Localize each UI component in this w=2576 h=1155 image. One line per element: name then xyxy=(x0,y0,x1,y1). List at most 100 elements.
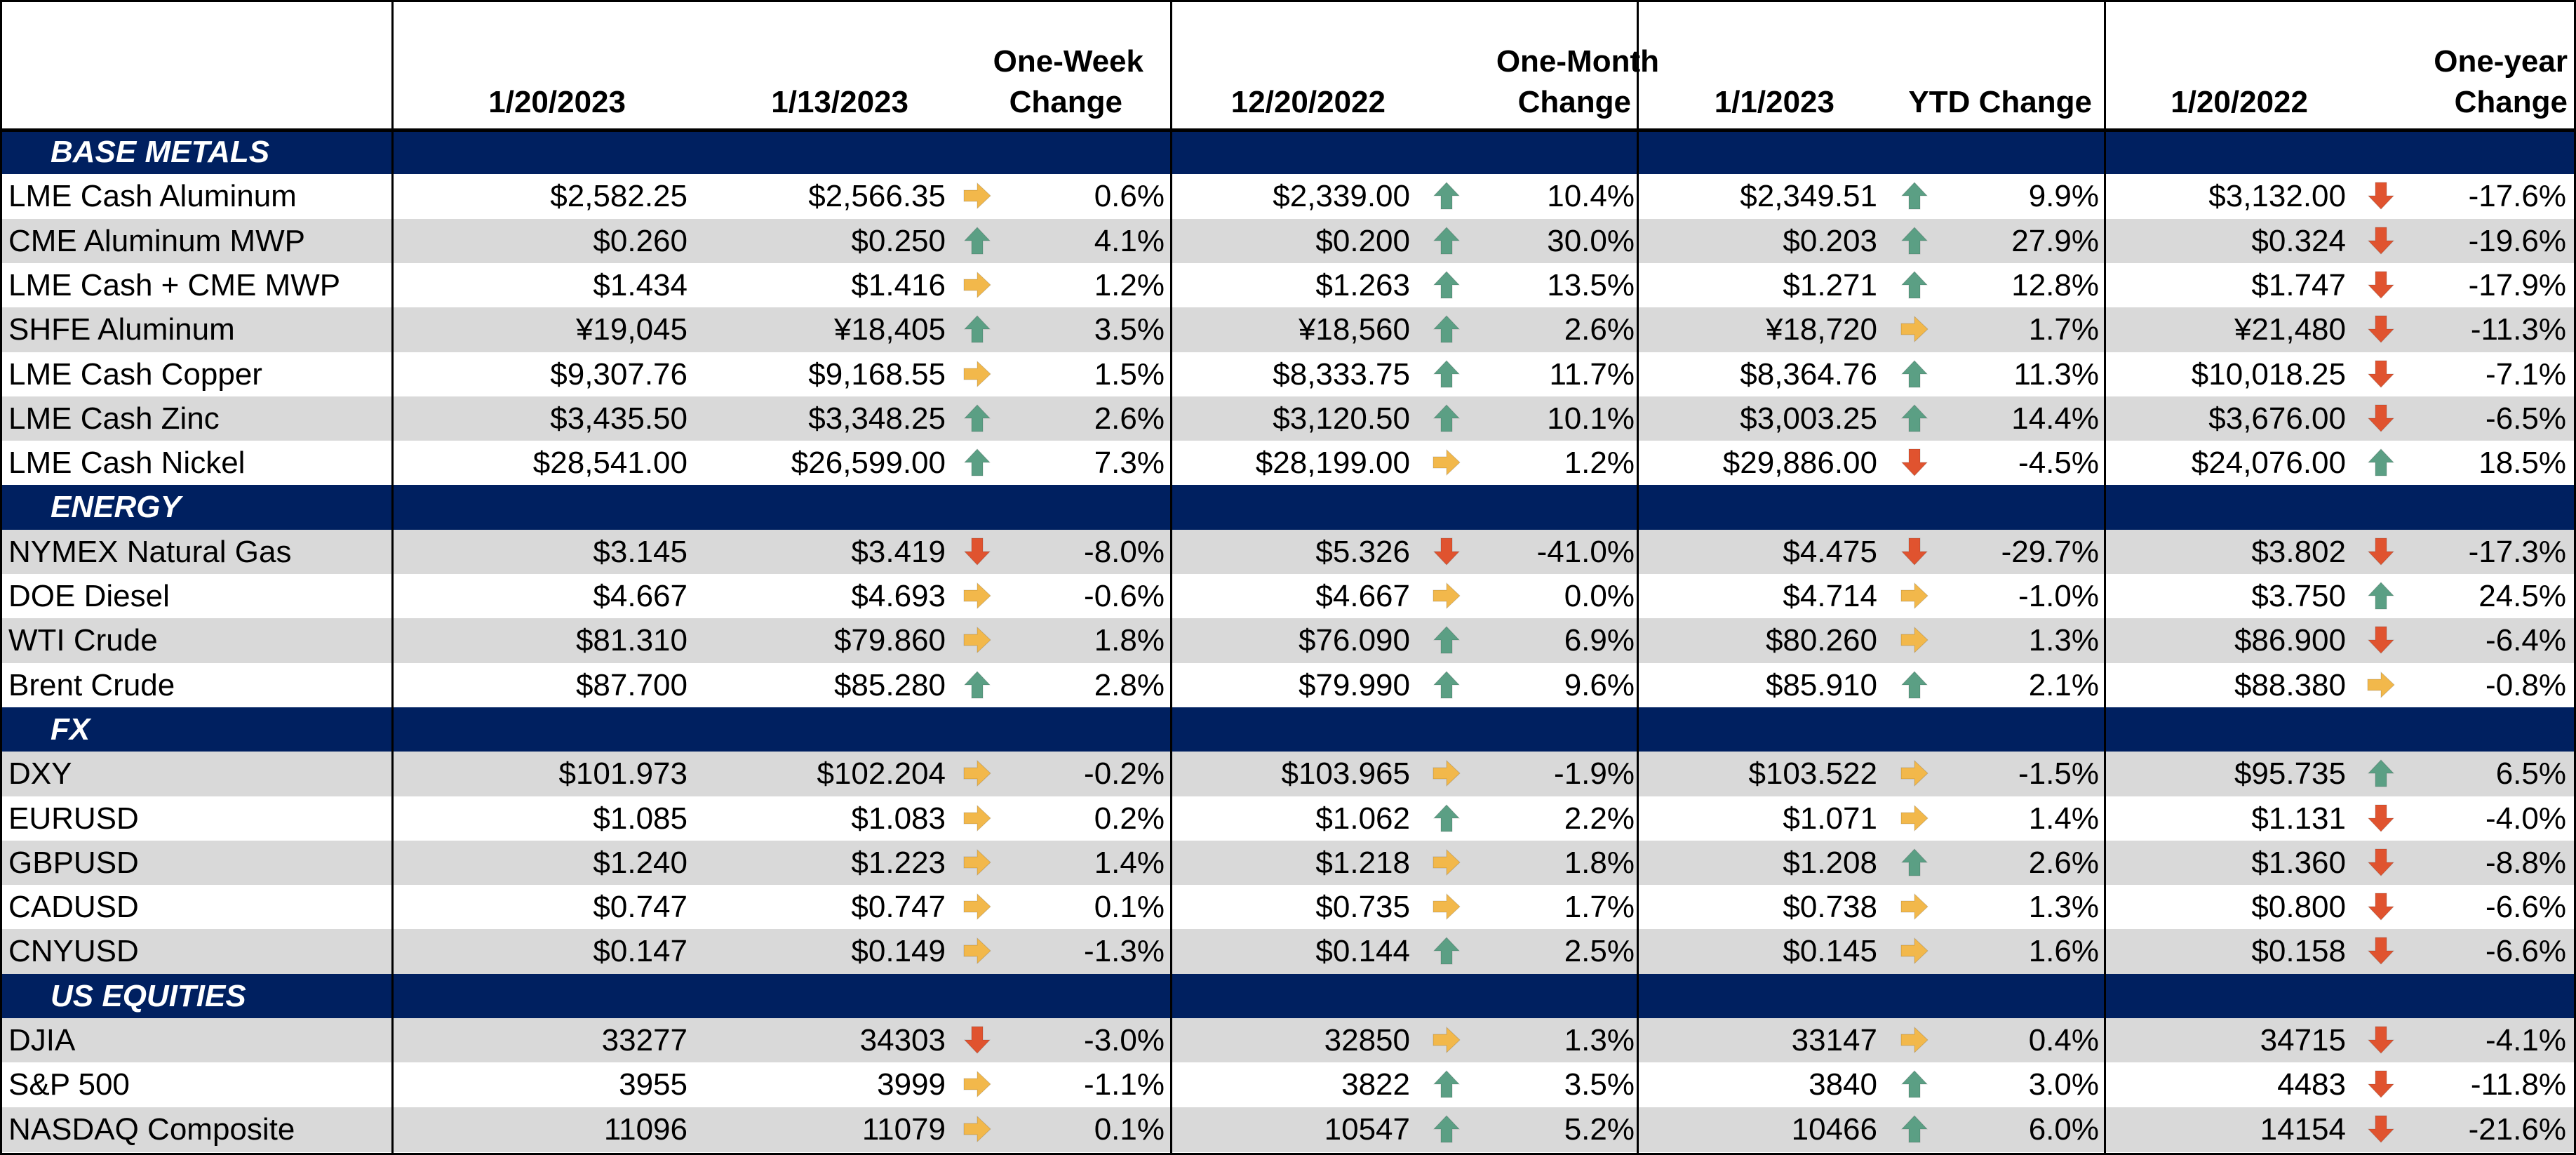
change-one-week: 7.3% xyxy=(1094,446,1165,481)
value-one-year-ago: $3.750 xyxy=(2251,579,2346,613)
instrument-name: SHFE Aluminum xyxy=(8,312,235,347)
change-one-year: -17.9% xyxy=(2468,267,2566,302)
value-one-year-ago: ¥21,480 xyxy=(2234,312,2346,347)
value-current: $1.085 xyxy=(593,801,687,836)
arrow-right-icon xyxy=(2367,671,2395,698)
value-one-month-ago: $1.263 xyxy=(1315,267,1410,302)
arrow-up-icon xyxy=(1900,182,1928,210)
change-ytd: 1.3% xyxy=(2028,623,2099,658)
value-current: $28,541.00 xyxy=(532,446,687,481)
value-one-month-ago: 32850 xyxy=(1324,1023,1410,1057)
arrow-right-icon xyxy=(1900,893,1928,921)
change-ytd: 1.3% xyxy=(2028,890,2099,925)
value-one-week-ago: $3,348.25 xyxy=(808,401,946,436)
header-date-2: 1/13/2023 xyxy=(771,85,908,119)
value-year-start: $85.910 xyxy=(1765,667,1877,702)
change-one-year: -17.3% xyxy=(2468,534,2566,569)
arrow-up-icon xyxy=(1433,670,1461,699)
arrow-up-icon xyxy=(1433,226,1461,255)
arrow-up-icon xyxy=(963,226,991,255)
value-one-week-ago: $3.419 xyxy=(851,534,946,569)
arrow-right-icon xyxy=(963,1115,991,1142)
change-ytd: 2.6% xyxy=(2028,845,2099,880)
instrument-name: DXY xyxy=(8,756,72,792)
change-one-week: -0.6% xyxy=(1084,579,1165,613)
value-year-start: $3,003.25 xyxy=(1740,401,1877,436)
value-one-year-ago: 4483 xyxy=(2277,1067,2346,1102)
arrow-down-icon xyxy=(1900,538,1928,566)
value-one-year-ago: $0.158 xyxy=(2251,934,2346,969)
table-row xyxy=(0,796,2576,841)
change-one-week: 2.6% xyxy=(1094,401,1165,436)
change-one-week: 0.1% xyxy=(1094,890,1165,925)
change-ytd: 1.4% xyxy=(2028,801,2099,836)
instrument-name: DOE Diesel xyxy=(8,579,170,613)
change-one-week: 2.8% xyxy=(1094,667,1165,702)
value-year-start: 3840 xyxy=(1809,1067,1877,1102)
value-current: $81.310 xyxy=(575,623,687,658)
value-current: $1.240 xyxy=(593,845,687,880)
value-year-start: $103.522 xyxy=(1748,756,1877,792)
change-one-month: 13.5% xyxy=(1547,267,1635,302)
arrow-down-icon xyxy=(2367,271,2395,299)
value-one-year-ago: $1.747 xyxy=(2251,267,2346,302)
header-date-3: 12/20/2022 xyxy=(1230,85,1386,119)
value-one-month-ago: $3,120.50 xyxy=(1273,401,1410,436)
instrument-name: S&P 500 xyxy=(8,1067,130,1102)
change-one-month: 1.8% xyxy=(1564,845,1635,880)
arrow-up-icon xyxy=(1433,359,1461,387)
change-ytd: 14.4% xyxy=(2011,401,2099,436)
change-one-year: -4.0% xyxy=(2486,801,2566,836)
column-divider xyxy=(2104,0,2106,1155)
change-one-year: -4.1% xyxy=(2486,1023,2566,1057)
change-one-month: 10.4% xyxy=(1547,179,1635,214)
value-year-start: $29,886.00 xyxy=(1722,446,1877,481)
value-one-month-ago: $76.090 xyxy=(1298,623,1410,658)
arrow-down-icon xyxy=(1900,448,1928,476)
value-one-year-ago: $1.360 xyxy=(2251,845,2346,880)
change-one-month: 2.5% xyxy=(1564,934,1635,969)
instrument-name: GBPUSD xyxy=(8,845,139,880)
table-row xyxy=(0,396,2576,441)
value-one-week-ago: $9,168.55 xyxy=(808,356,946,392)
value-year-start: ¥18,720 xyxy=(1765,312,1877,347)
header-date-1: 1/20/2023 xyxy=(488,85,626,119)
change-one-week: -8.0% xyxy=(1084,534,1165,569)
column-divider xyxy=(2574,0,2576,1155)
value-year-start: $4.714 xyxy=(1783,579,1877,613)
change-ytd: 12.8% xyxy=(2011,267,2099,302)
change-one-week: -3.0% xyxy=(1084,1023,1165,1057)
row-divider xyxy=(0,128,2576,132)
arrow-up-icon xyxy=(2367,582,2395,610)
value-current: $2,582.25 xyxy=(550,179,687,214)
section-header xyxy=(0,485,2576,530)
value-one-week-ago: $1.223 xyxy=(851,845,946,880)
arrow-down-icon xyxy=(2367,227,2395,255)
value-one-month-ago: $5.326 xyxy=(1315,534,1410,569)
arrow-right-icon xyxy=(1900,937,1928,965)
change-ytd: 0.4% xyxy=(2028,1023,2099,1057)
value-one-year-ago: $1.131 xyxy=(2251,801,2346,836)
header-one-year-line1: One-year xyxy=(2434,44,2568,79)
arrow-right-icon xyxy=(1433,448,1461,476)
change-ytd: 2.1% xyxy=(2028,667,2099,702)
value-one-month-ago: $0.735 xyxy=(1315,890,1410,925)
value-one-week-ago: 11079 xyxy=(861,1111,946,1147)
instrument-name: EURUSD xyxy=(8,801,139,836)
value-current: ¥19,045 xyxy=(575,312,687,347)
header-one-year-line2: Change xyxy=(2454,85,2568,119)
value-one-week-ago: $0.149 xyxy=(851,934,946,969)
section-header xyxy=(0,130,2576,175)
table-row xyxy=(0,218,2576,264)
column-divider xyxy=(0,0,2,1155)
arrow-down-icon xyxy=(2367,538,2395,566)
change-one-month: 0.0% xyxy=(1564,579,1635,613)
header-ytd: YTD Change xyxy=(1908,85,2092,119)
arrow-up-icon xyxy=(1433,626,1461,654)
value-one-month-ago: $79.990 xyxy=(1298,667,1410,702)
arrow-down-icon xyxy=(2367,182,2395,211)
change-ytd: 3.0% xyxy=(2028,1067,2099,1102)
value-one-year-ago: $24,076.00 xyxy=(2191,446,2346,481)
section-title: US EQUITIES xyxy=(51,978,246,1013)
change-one-month: 2.6% xyxy=(1564,312,1635,347)
